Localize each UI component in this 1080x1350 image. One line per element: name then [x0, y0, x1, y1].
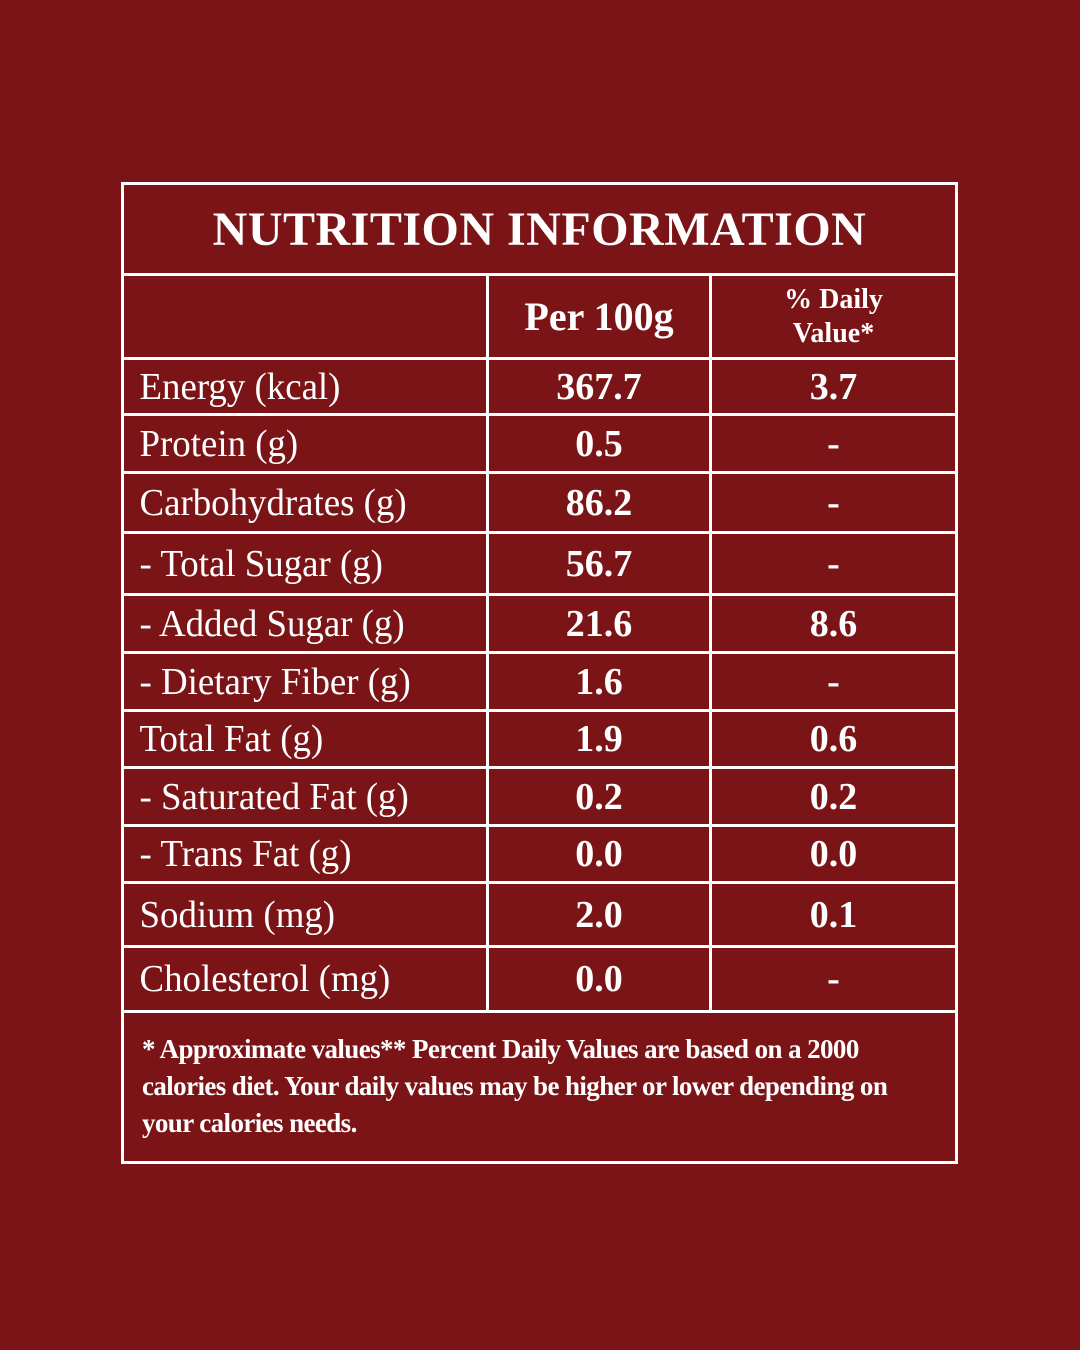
row-divider	[124, 1010, 955, 1013]
nutrient-label: Protein (g)	[139, 422, 299, 465]
nutrient-label: Sodium (mg)	[139, 893, 336, 936]
row-divider	[124, 824, 955, 827]
daily-value: -	[827, 422, 840, 465]
row-divider	[124, 709, 955, 712]
daily-value: 3.7	[809, 365, 858, 408]
daily-value: -	[827, 481, 840, 524]
row-divider	[124, 766, 955, 769]
per-100g-value: 86.2	[565, 481, 633, 524]
daily-value: 0.2	[809, 775, 858, 818]
nutrient-label: Carbohydrates (g)	[139, 481, 407, 524]
daily-value: 0.0	[809, 833, 858, 875]
row-divider	[124, 651, 955, 654]
nutrition-table: NUTRITION INFORMATION * Approximate valu…	[121, 182, 958, 1164]
table-title: NUTRITION INFORMATION	[212, 202, 867, 256]
row-divider	[124, 471, 955, 474]
daily-value: 0.1	[809, 893, 858, 936]
per-100g-value: 1.6	[575, 660, 623, 703]
per-100g-value: 0.0	[575, 833, 623, 875]
per-100g-value: 1.9	[575, 718, 623, 760]
column-header: % Daily Value*	[784, 283, 883, 349]
nutrient-label: - Trans Fat (g)	[139, 833, 352, 875]
daily-value: 8.6	[809, 602, 858, 645]
row-divider	[124, 593, 955, 596]
daily-value: -	[827, 542, 840, 585]
nutrient-label: - Dietary Fiber (g)	[139, 660, 411, 703]
row-divider	[124, 945, 955, 948]
nutrient-label: - Total Sugar (g)	[139, 542, 383, 585]
per-100g-value: 21.6	[565, 602, 633, 645]
column-divider	[709, 273, 712, 1010]
nutrient-label: - Added Sugar (g)	[139, 602, 405, 645]
footnote: * Approximate values** Percent Daily Val…	[142, 1034, 888, 1138]
column-header: Per 100g	[524, 293, 674, 339]
row-divider	[124, 881, 955, 884]
nutrient-label: - Saturated Fat (g)	[139, 775, 409, 818]
row-divider	[124, 273, 955, 276]
nutrient-label: Energy (kcal)	[139, 365, 341, 408]
daily-value: 0.6	[809, 718, 858, 760]
per-100g-value: 56.7	[565, 542, 633, 585]
per-100g-value: 367.7	[556, 365, 642, 408]
nutrient-label: Total Fat (g)	[139, 718, 324, 760]
per-100g-value: 2.0	[575, 893, 623, 936]
per-100g-value: 0.0	[575, 958, 623, 1000]
daily-value: -	[827, 660, 840, 703]
per-100g-value: 0.2	[575, 775, 623, 818]
row-divider	[124, 357, 955, 360]
nutrient-label: Cholesterol (mg)	[139, 958, 391, 1000]
row-divider	[124, 413, 955, 416]
per-100g-value: 0.5	[575, 422, 623, 465]
daily-value: -	[827, 958, 840, 1000]
column-divider	[486, 273, 489, 1010]
row-divider	[124, 531, 955, 534]
